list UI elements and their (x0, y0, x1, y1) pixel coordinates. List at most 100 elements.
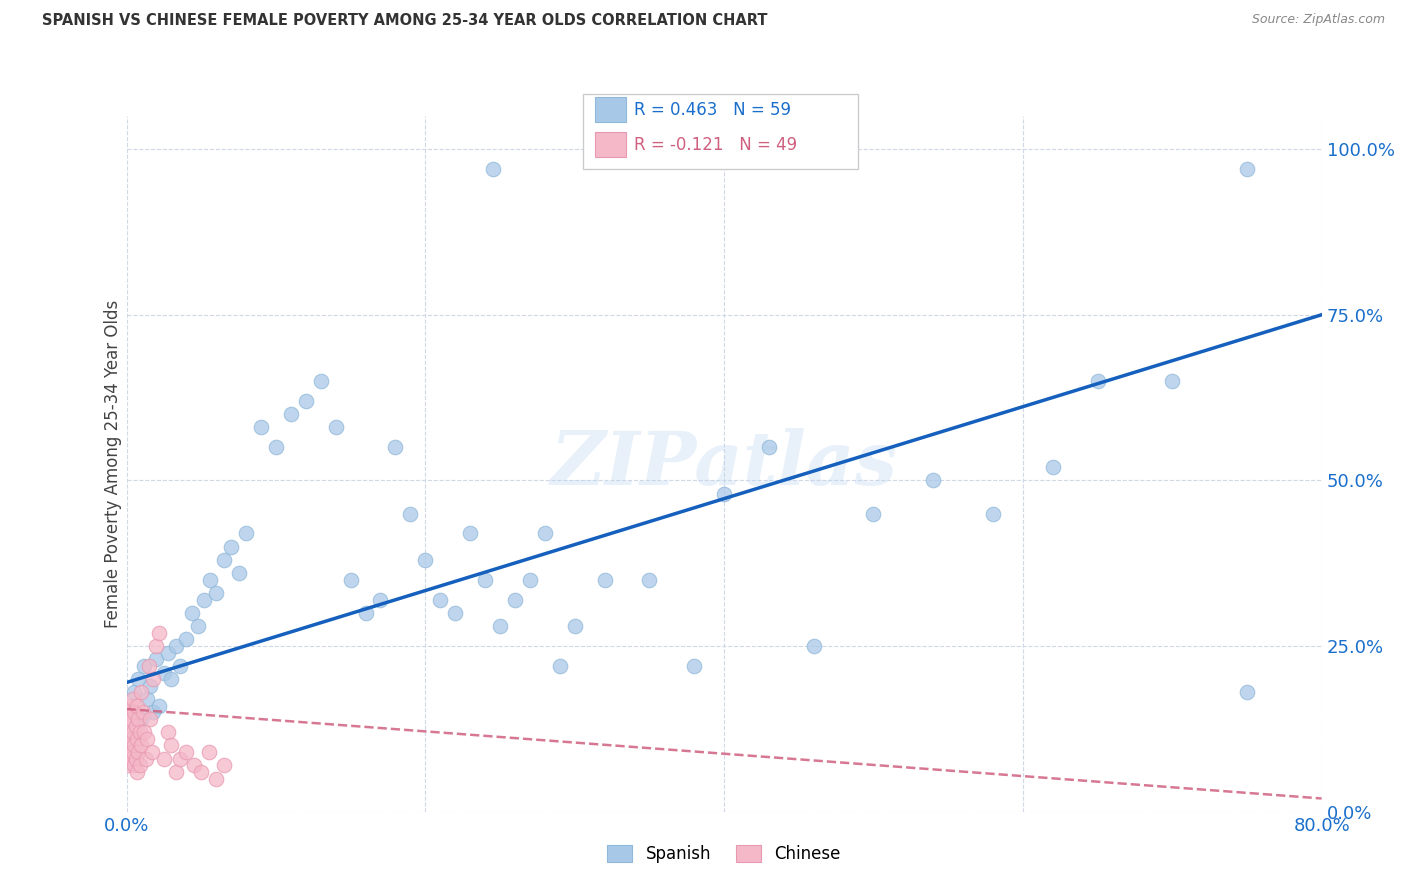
Point (124, 718, 146, 732)
Point (118, 745, 141, 759)
Point (280, 407, 302, 421)
Point (593, 573, 616, 587)
Point (197, 745, 219, 759)
Point (127, 712, 149, 726)
Text: R = -0.121   N = 49: R = -0.121 N = 49 (634, 136, 797, 153)
Point (190, 764, 212, 779)
Point (264, 440, 287, 454)
Point (294, 393, 316, 408)
Point (174, 632, 197, 647)
Point (115, 752, 138, 766)
Point (205, 772, 228, 786)
Point (205, 586, 228, 600)
Point (219, 540, 242, 554)
Point (136, 731, 159, 746)
Point (187, 619, 209, 633)
Point (135, 752, 157, 766)
Point (384, 440, 406, 454)
Point (117, 758, 139, 772)
Point (142, 706, 165, 720)
Point (169, 752, 191, 766)
Point (129, 758, 152, 772)
Point (399, 507, 422, 521)
Point (127, 672, 149, 686)
Point (862, 507, 884, 521)
Point (122, 706, 145, 720)
Point (132, 706, 155, 720)
Point (758, 440, 780, 454)
Point (548, 659, 571, 673)
Point (157, 646, 180, 660)
Point (638, 573, 661, 587)
Point (121, 725, 143, 739)
Point (145, 639, 167, 653)
Point (235, 526, 257, 541)
Point (139, 712, 162, 726)
Point (429, 592, 451, 607)
Point (148, 625, 170, 640)
Point (122, 758, 145, 772)
Point (981, 507, 1004, 521)
Point (370, 592, 392, 607)
Point (193, 592, 215, 607)
Text: ZIPatlas: ZIPatlas (551, 427, 897, 500)
Point (115, 725, 138, 739)
Point (122, 739, 145, 753)
Point (131, 712, 153, 726)
Point (1087, 374, 1109, 388)
Point (174, 745, 197, 759)
Point (120, 731, 142, 746)
Point (142, 672, 165, 686)
Point (458, 526, 481, 541)
Point (153, 752, 176, 766)
Point (121, 692, 143, 706)
Point (136, 692, 159, 706)
Point (683, 659, 706, 673)
Point (153, 665, 176, 680)
Point (139, 679, 162, 693)
Point (122, 685, 145, 699)
Point (125, 764, 148, 779)
Point (354, 606, 377, 620)
Point (1236, 685, 1258, 699)
Point (121, 745, 143, 759)
Point (503, 592, 526, 607)
Text: SPANISH VS CHINESE FEMALE POVERTY AMONG 25-34 YEAR OLDS CORRELATION CHART: SPANISH VS CHINESE FEMALE POVERTY AMONG … (42, 13, 768, 29)
Point (134, 725, 156, 739)
Point (1161, 374, 1184, 388)
Point (124, 752, 146, 766)
Point (519, 573, 541, 587)
Point (117, 739, 139, 753)
Point (169, 659, 191, 673)
Point (125, 731, 148, 746)
Point (131, 685, 153, 699)
Point (134, 659, 156, 673)
Point (129, 725, 152, 739)
Point (250, 420, 273, 434)
Point (145, 652, 167, 666)
Point (922, 474, 945, 488)
Point (339, 573, 361, 587)
Point (125, 698, 148, 713)
Point (212, 758, 235, 772)
Point (160, 672, 183, 686)
Point (138, 659, 160, 673)
Point (118, 698, 141, 713)
Point (1042, 460, 1064, 475)
Point (564, 619, 586, 633)
Point (131, 739, 153, 753)
Point (127, 745, 149, 759)
Point (325, 420, 347, 434)
Point (120, 712, 142, 726)
Point (120, 752, 142, 766)
Point (489, 619, 512, 633)
Text: Source: ZipAtlas.com: Source: ZipAtlas.com (1251, 13, 1385, 27)
Point (181, 606, 204, 620)
Y-axis label: Female Poverty Among 25-34 Year Olds: Female Poverty Among 25-34 Year Olds (104, 300, 122, 628)
Point (117, 706, 139, 720)
Point (118, 718, 141, 732)
Point (183, 758, 205, 772)
Point (474, 573, 496, 587)
Point (148, 698, 170, 713)
Point (481, 161, 503, 176)
